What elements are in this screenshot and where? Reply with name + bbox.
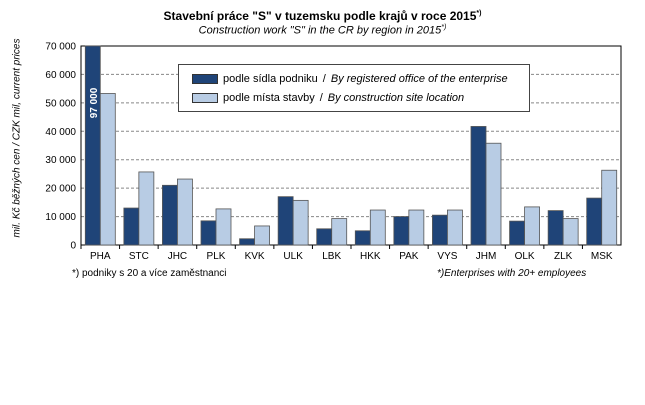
- bar-pha-office: [84, 45, 101, 246]
- x-tick-label: OLK: [515, 251, 535, 262]
- bar-jhc-office: [162, 184, 178, 246]
- chart-subtitle: Construction work "S" in the CR by regio…: [198, 24, 447, 37]
- bar-olk-site: [524, 206, 540, 246]
- footnote-cz: *) podniky s 20 a více zaměstnanci: [72, 268, 227, 279]
- legend-swatch: [192, 93, 218, 103]
- bar-pak-site: [408, 209, 425, 246]
- bar-kvk-office: [239, 238, 255, 246]
- bar-jhm-office: [470, 126, 487, 246]
- x-tick-label: PAK: [399, 251, 419, 262]
- bar-stc-office: [123, 207, 140, 246]
- bar-ulk-site: [292, 199, 309, 246]
- bar-msk-site: [601, 169, 618, 246]
- x-tick-label: PLK: [207, 251, 226, 262]
- bar-pak-office: [393, 216, 410, 246]
- y-tick-label: 60 000: [45, 70, 76, 81]
- y-tick-label: 30 000: [45, 155, 76, 166]
- bar-jhc-site: [177, 178, 193, 246]
- data-label-pha: 97 000: [89, 87, 100, 118]
- bar-plk-office: [200, 220, 217, 246]
- y-tick-label: 70 000: [45, 42, 76, 53]
- bar-ulk-office: [277, 196, 294, 246]
- legend-item-site: podle místa stavby / By construction sit…: [192, 92, 464, 104]
- y-tick-label: 10 000: [45, 212, 76, 223]
- legend-label-cz: podle sídla podniku: [223, 73, 318, 85]
- bar-lbk-office: [316, 228, 333, 246]
- x-tick-label: MSK: [591, 251, 613, 262]
- x-tick-label: HKK: [360, 251, 381, 262]
- bar-stc-site: [138, 171, 155, 246]
- legend-item-office: podle sídla podniku / By registered offi…: [192, 73, 508, 85]
- x-tick-label: ZLK: [554, 251, 573, 262]
- bar-kvk-site: [254, 225, 270, 246]
- legend-label-cz: podle místa stavby: [223, 92, 315, 104]
- x-tick-label: LBK: [322, 251, 341, 262]
- x-tick-label: KVK: [245, 251, 265, 262]
- bar-zlk-office: [547, 210, 564, 246]
- bar-pha-site: [99, 93, 116, 246]
- x-tick-label: VYS: [437, 251, 457, 262]
- x-tick-label: STC: [129, 251, 149, 262]
- bar-vys-site: [447, 209, 463, 246]
- legend: podle sídla podniku / By registered offi…: [178, 64, 530, 112]
- legend-label-en: By registered office of the enterprise: [330, 73, 508, 85]
- bar-plk-site: [215, 208, 232, 246]
- bar-zlk-site: [562, 218, 579, 246]
- y-tick-label: 40 000: [45, 127, 76, 138]
- y-tick-label: 20 000: [45, 184, 76, 195]
- footnote-en: *)Enterprises with 20+ employees: [437, 268, 587, 279]
- legend-label-en: By construction site location: [327, 92, 465, 104]
- x-tick-label: PHA: [90, 251, 111, 262]
- bar-jhm-site: [485, 142, 502, 246]
- bar-olk-office: [509, 220, 525, 246]
- bar-hkk-site: [369, 209, 386, 246]
- legend-swatch: [192, 74, 218, 84]
- bar-lbk-site: [331, 218, 348, 246]
- y-tick-label: 50 000: [45, 98, 76, 109]
- bar-msk-office: [586, 197, 603, 246]
- x-tick-label: ULK: [283, 251, 303, 262]
- x-tick-label: JHM: [476, 251, 497, 262]
- bar-vys-office: [432, 214, 448, 246]
- x-tick-label: JHC: [168, 251, 187, 262]
- bar-hkk-office: [354, 230, 371, 246]
- chart-title: Stavební práce "S" v tuzemsku podle kraj…: [163, 9, 482, 23]
- y-tick-label: 0: [70, 241, 76, 252]
